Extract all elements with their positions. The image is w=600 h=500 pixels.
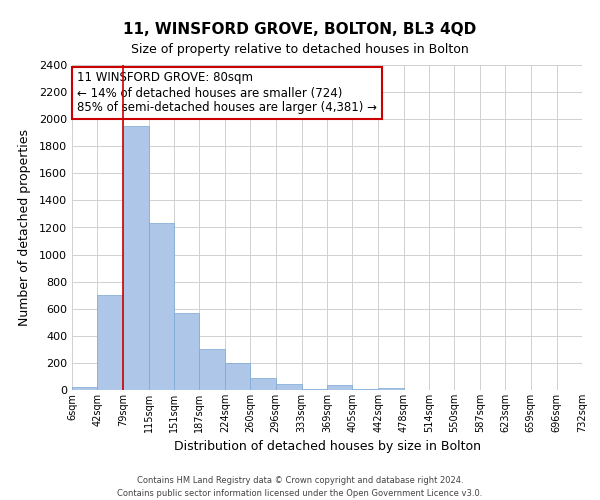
Bar bbox=[72, 388, 97, 390]
Text: Size of property relative to detached houses in Bolton: Size of property relative to detached ho… bbox=[131, 42, 469, 56]
Text: Contains HM Land Registry data © Crown copyright and database right 2024.
Contai: Contains HM Land Registry data © Crown c… bbox=[118, 476, 482, 498]
Text: 11 WINSFORD GROVE: 80sqm
← 14% of detached houses are smaller (724)
85% of semi-: 11 WINSFORD GROVE: 80sqm ← 14% of detach… bbox=[77, 72, 377, 114]
Bar bbox=[378, 388, 404, 390]
Bar bbox=[250, 378, 276, 390]
Bar bbox=[97, 295, 123, 390]
Bar bbox=[225, 363, 250, 390]
Bar bbox=[123, 126, 149, 390]
Text: 11, WINSFORD GROVE, BOLTON, BL3 4QD: 11, WINSFORD GROVE, BOLTON, BL3 4QD bbox=[124, 22, 476, 38]
Bar bbox=[302, 388, 327, 390]
Bar bbox=[149, 224, 174, 390]
X-axis label: Distribution of detached houses by size in Bolton: Distribution of detached houses by size … bbox=[173, 440, 481, 454]
Bar bbox=[199, 350, 225, 390]
Bar bbox=[276, 384, 302, 390]
Bar bbox=[327, 386, 352, 390]
Bar bbox=[174, 313, 199, 390]
Y-axis label: Number of detached properties: Number of detached properties bbox=[17, 129, 31, 326]
